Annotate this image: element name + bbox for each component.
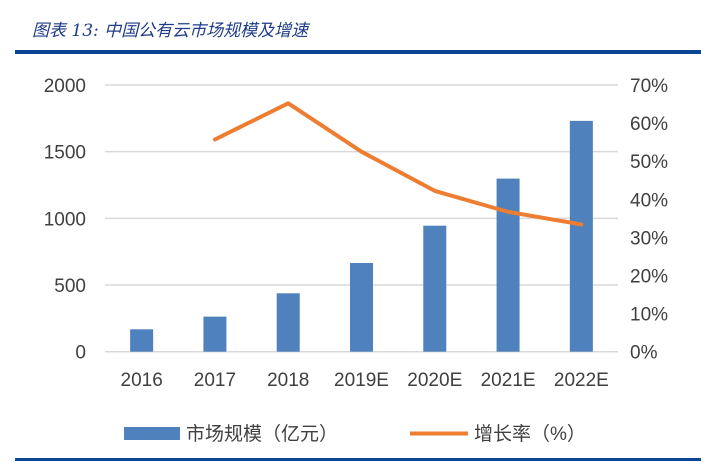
growth-rate-line bbox=[212, 101, 584, 227]
left-tick-label: 500 bbox=[54, 276, 86, 297]
x-tick-label: 2016 bbox=[121, 370, 163, 391]
legend-bar-label: 市场规模（亿元） bbox=[186, 423, 338, 445]
right-tick-label: 0% bbox=[630, 343, 658, 364]
bar-2021E bbox=[496, 178, 520, 352]
bar-2017 bbox=[203, 316, 227, 352]
bottom-rule bbox=[15, 458, 701, 461]
right-tick-label: 70% bbox=[630, 76, 668, 97]
left-tick-label: 1000 bbox=[44, 209, 86, 230]
left-tick-label: 0 bbox=[75, 343, 86, 364]
legend-bar-swatch bbox=[124, 427, 180, 440]
x-tick-label: 2022E bbox=[554, 370, 609, 391]
figure-title: 图表 13: 中国公有云市场规模及增速 bbox=[32, 21, 309, 41]
title-rule bbox=[15, 50, 701, 54]
left-tick-label: 1500 bbox=[44, 143, 86, 164]
right-tick-label: 30% bbox=[630, 228, 668, 249]
bar-2016 bbox=[130, 329, 154, 352]
right-tick-label: 10% bbox=[630, 305, 668, 326]
bar-2022E bbox=[569, 120, 593, 352]
x-tick-label: 2017 bbox=[194, 370, 236, 391]
x-tick-label: 2018 bbox=[267, 370, 309, 391]
right-tick-label: 50% bbox=[630, 152, 668, 173]
right-tick-label: 60% bbox=[630, 114, 668, 135]
left-tick-label: 2000 bbox=[44, 76, 86, 97]
bar-2019E bbox=[350, 263, 373, 352]
bar-2020E bbox=[423, 225, 447, 352]
x-tick-label: 2019E bbox=[334, 370, 389, 391]
bar-2018 bbox=[276, 293, 300, 352]
right-tick-label: 40% bbox=[630, 190, 668, 211]
right-tick-label: 20% bbox=[630, 267, 668, 288]
legend-line-label: 增长率（%） bbox=[474, 423, 586, 445]
x-tick-label: 2020E bbox=[407, 370, 462, 391]
x-tick-label: 2021E bbox=[481, 370, 536, 391]
